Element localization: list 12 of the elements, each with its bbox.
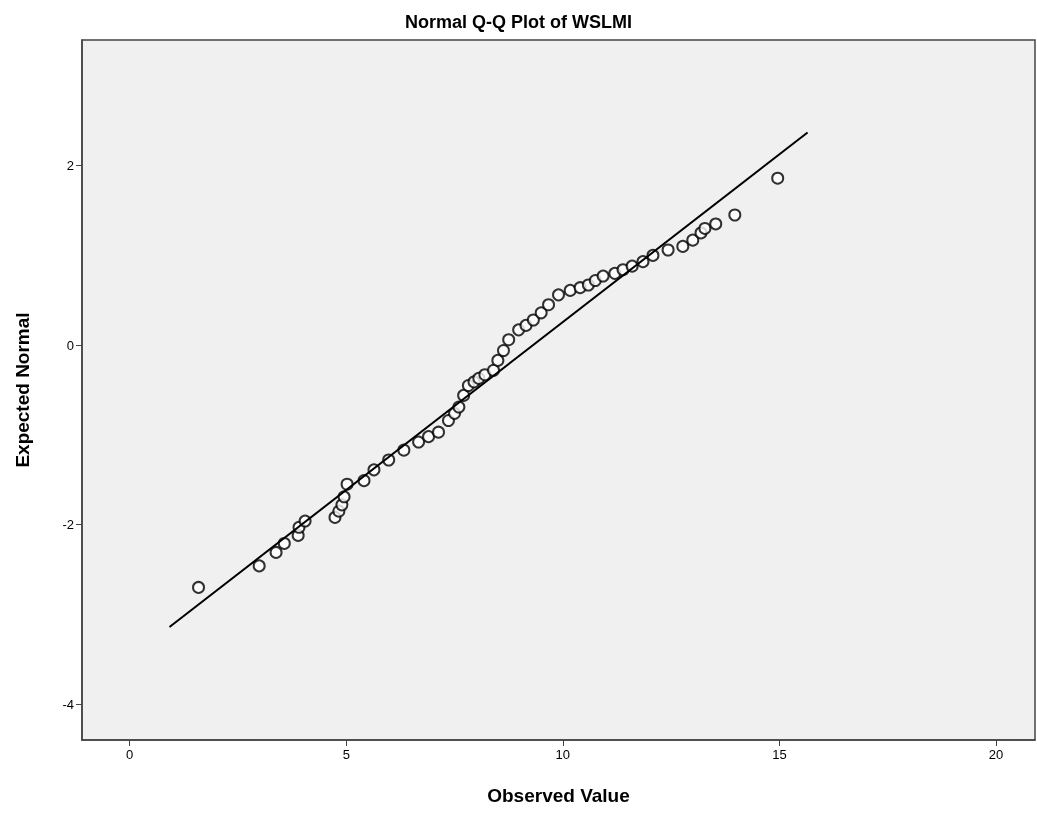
x-tick-label: 15	[772, 747, 787, 762]
chart-title: Normal Q-Q Plot of WSLMI	[405, 12, 632, 32]
x-axis-title: Observed Value	[487, 785, 630, 806]
y-tick-label: -4	[62, 696, 74, 712]
y-axis-title: Expected Normal	[12, 312, 33, 468]
y-tick-label: 2	[66, 158, 74, 174]
x-tick-label: 0	[126, 747, 134, 762]
y-tick-label: 0	[66, 337, 74, 353]
x-tick-label: 5	[342, 747, 350, 762]
y-tick-label: -2	[62, 517, 74, 533]
x-tick-label: 10	[555, 747, 571, 762]
x-tick-label: 20	[988, 747, 1004, 762]
